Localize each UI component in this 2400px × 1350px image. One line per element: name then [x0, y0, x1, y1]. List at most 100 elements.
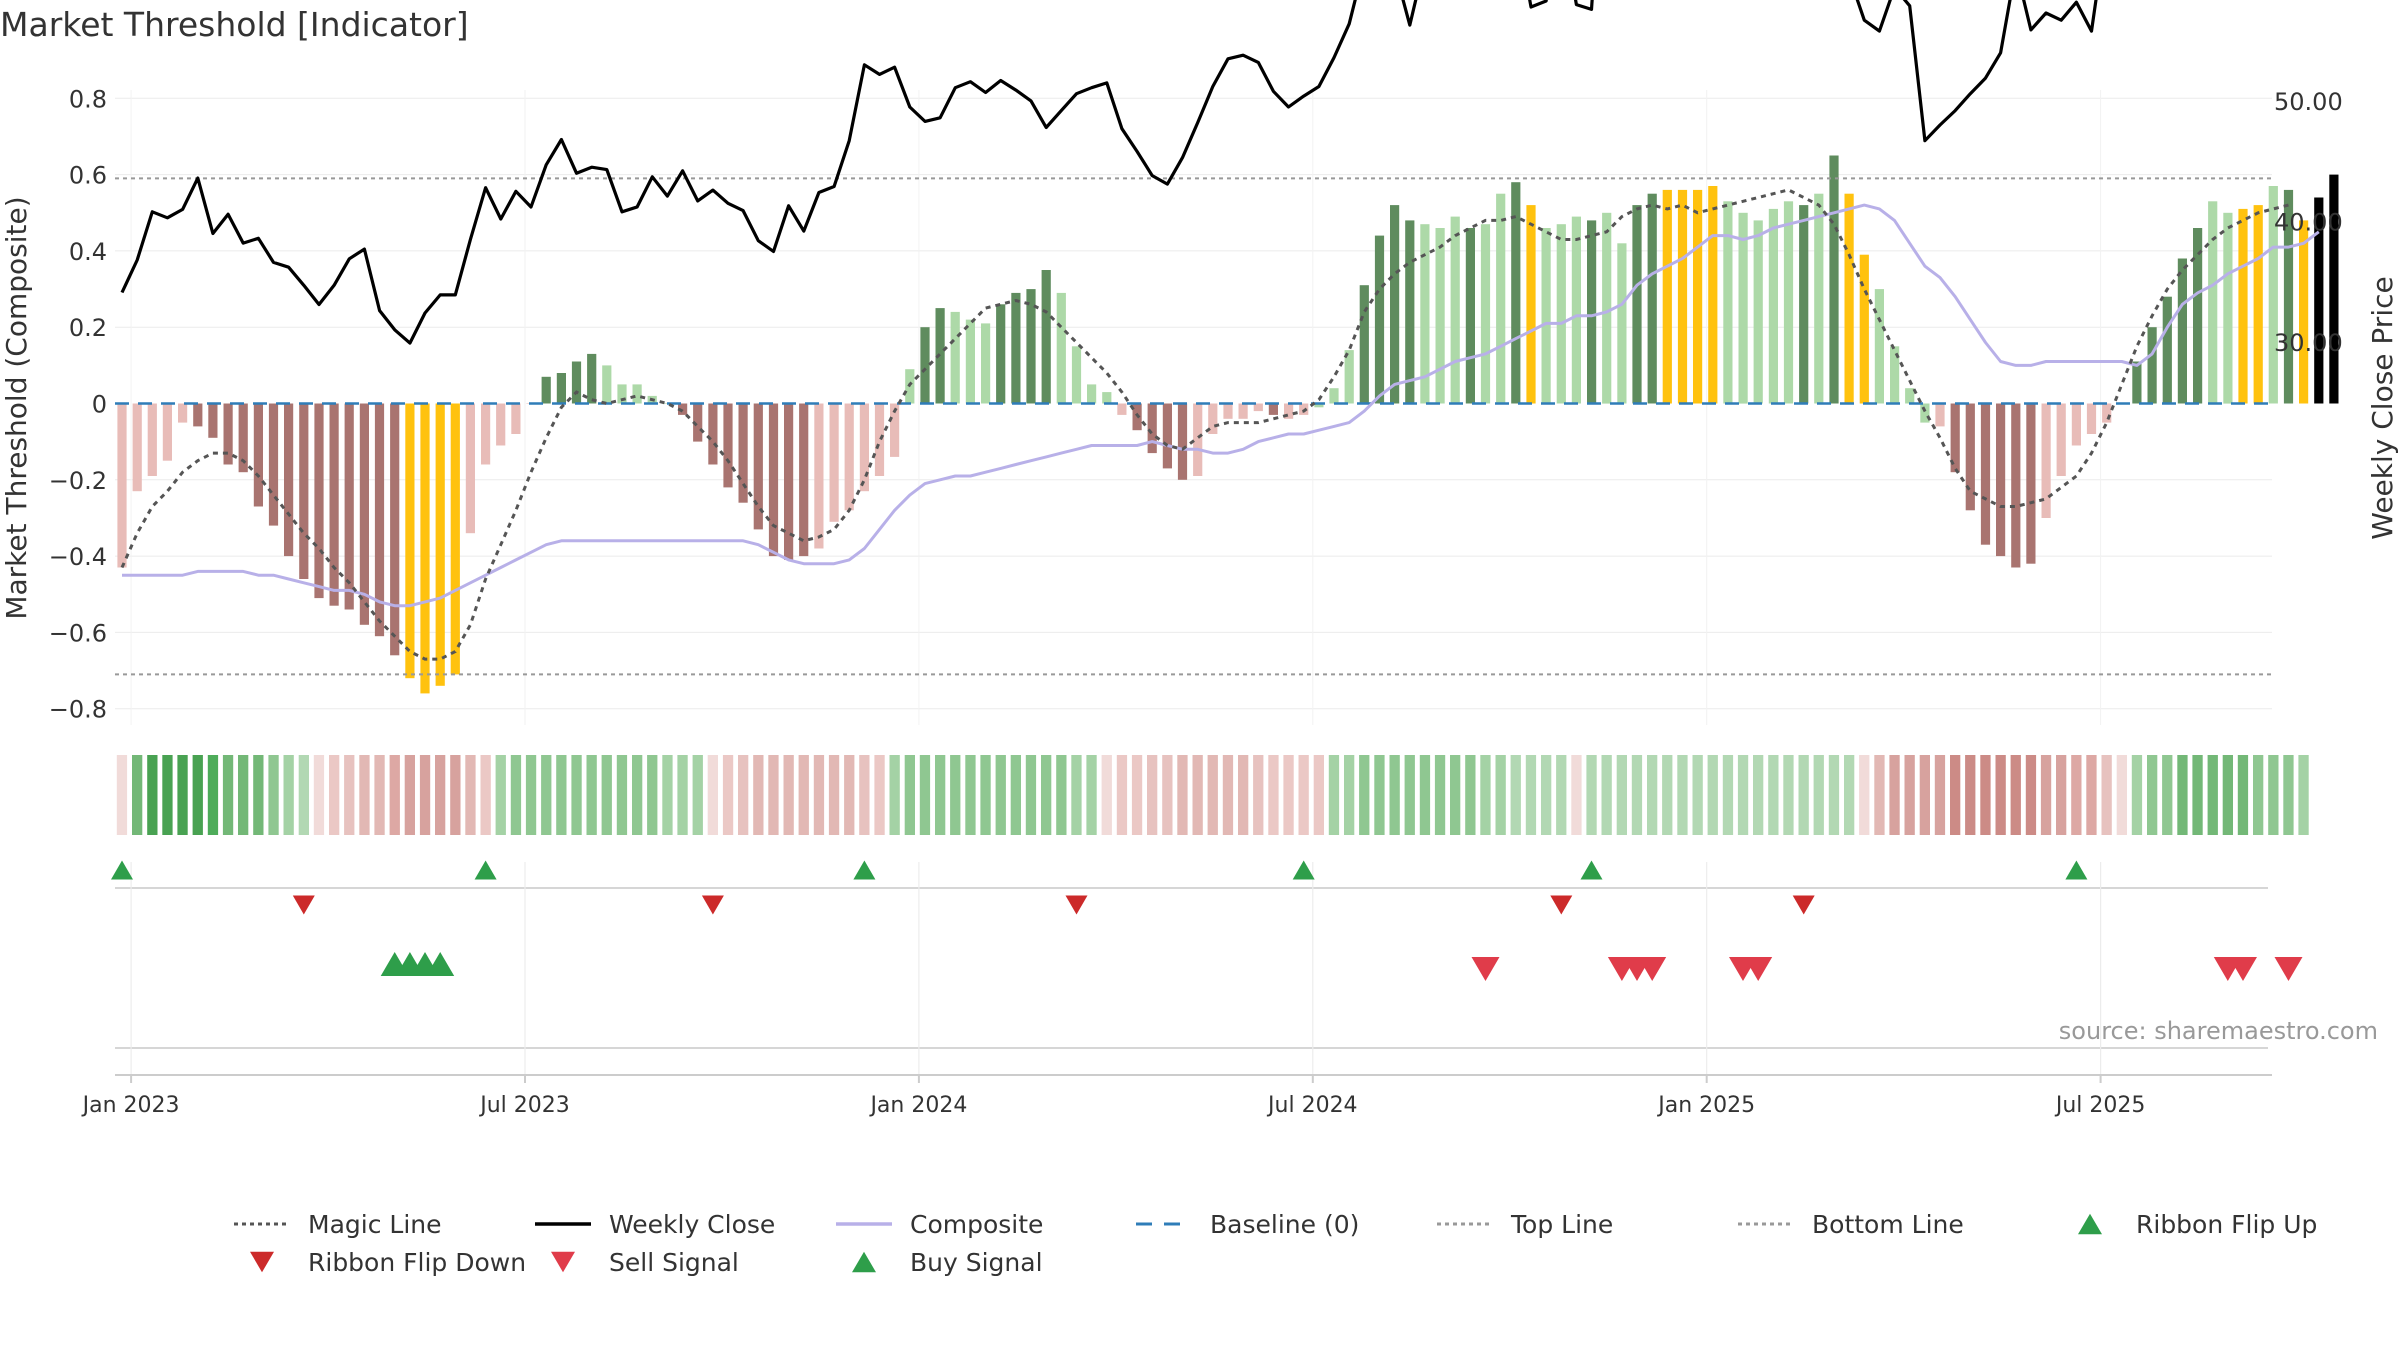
threshold-bar: [1693, 189, 1703, 404]
threshold-bar: [965, 319, 975, 404]
ribbon-segment: [950, 755, 961, 835]
ribbon-segment: [1904, 755, 1915, 835]
y-left-tick-label: −0.2: [49, 467, 107, 495]
ribbon-segment: [1828, 755, 1840, 835]
threshold-bar: [768, 403, 779, 557]
ribbon-segment: [1298, 755, 1309, 835]
threshold-bar: [405, 403, 415, 679]
legend-item: Ribbon Flip Down: [250, 1248, 526, 1277]
ribbon-segment: [1601, 755, 1612, 835]
ribbon-segment: [1889, 755, 1900, 835]
ribbon-segment: [1116, 755, 1128, 835]
threshold-bar: [1087, 384, 1097, 404]
ribbon-segment: [1616, 755, 1627, 835]
ribbon-segment: [798, 755, 809, 835]
threshold-bar: [1390, 205, 1400, 404]
ribbon-segment: [2056, 755, 2067, 835]
ribbon-flip-down-marker: [1550, 895, 1573, 915]
threshold-bar: [1314, 403, 1324, 408]
ribbon-segment: [1737, 755, 1749, 835]
threshold-bar: [1965, 403, 1975, 511]
threshold-bar: [1147, 403, 1157, 454]
threshold-bar: [1647, 193, 1657, 404]
threshold-bar: [556, 373, 566, 404]
legend-label: Baseline (0): [1210, 1210, 1359, 1239]
x-tick-label: Jul 2024: [1266, 1093, 1358, 1118]
ribbon-segment: [1056, 755, 1067, 835]
ribbon-segment: [1677, 755, 1688, 835]
legend-item: Magic Line: [234, 1210, 442, 1239]
ribbon-segment: [2268, 755, 2279, 835]
threshold-bar: [1662, 189, 1672, 404]
ribbon-segment: [162, 755, 173, 835]
ribbon-segment: [283, 755, 294, 835]
ribbon-segment: [616, 755, 628, 835]
ribbon-segment: [1177, 755, 1188, 835]
ribbon-segment: [1389, 755, 1400, 835]
ribbon-segment: [1995, 755, 2006, 835]
ribbon-segment: [601, 755, 612, 835]
legend-item: Top Line: [1437, 1210, 1613, 1239]
threshold-bar: [1329, 388, 1339, 404]
legend-item: Weekly Close: [535, 1210, 775, 1239]
threshold-bar: [1905, 388, 1915, 404]
ribbon-segment: [541, 755, 552, 835]
threshold-bar: [1435, 228, 1445, 404]
legend-item: Bottom Line: [1738, 1210, 1964, 1239]
ribbon-segment: [1510, 755, 1521, 835]
threshold-bar: [117, 403, 127, 568]
threshold-bar: [299, 403, 309, 579]
ribbon-segment: [1571, 755, 1582, 835]
legend-label: Weekly Close: [609, 1210, 775, 1239]
threshold-bar: [193, 403, 203, 427]
threshold-bar: [1935, 403, 1945, 427]
threshold-bar: [799, 403, 809, 557]
threshold-bar: [784, 403, 794, 560]
ribbon-segment: [2147, 755, 2158, 835]
ribbon-segment: [1086, 755, 1097, 835]
ribbon-segment: [783, 755, 794, 835]
ribbon-segment: [738, 755, 749, 835]
ribbon-segment: [1450, 755, 1461, 835]
threshold-bar: [2011, 403, 2021, 568]
threshold-bar: [723, 403, 733, 488]
threshold-bar: [314, 403, 324, 599]
threshold-bar: [329, 403, 339, 606]
ribbon-segment: [556, 755, 567, 835]
ribbon-segment: [192, 755, 203, 835]
ribbon-segment: [1010, 755, 1021, 835]
legend-item: Ribbon Flip Up: [2078, 1210, 2317, 1239]
source-credit: source: sharemaestro.com: [2059, 1017, 2378, 1045]
ribbon-flip-down-marker: [292, 895, 315, 915]
ribbon-segment: [904, 755, 915, 835]
sell-signal-marker: [1744, 957, 1773, 981]
threshold-bar: [2299, 220, 2309, 404]
threshold-bar: [2026, 403, 2036, 564]
composite-line: [122, 203, 2320, 608]
legend-swatch: [2078, 1213, 2102, 1235]
ribbon-segment: [1419, 755, 1431, 835]
ribbon-flip-up-marker: [474, 860, 497, 880]
threshold-bar: [2102, 403, 2112, 423]
threshold-bar: [814, 403, 824, 549]
threshold-bar: [1238, 403, 1248, 419]
threshold-bar: [162, 403, 172, 461]
ribbon-segment: [1874, 755, 1885, 835]
ribbon-segment: [344, 755, 355, 835]
ribbon-segment: [450, 755, 461, 835]
ribbon-segment: [677, 755, 688, 835]
ribbon-segment: [1950, 755, 1961, 835]
threshold-bar: [617, 384, 627, 404]
ribbon-segment: [298, 755, 309, 835]
threshold-bar: [253, 403, 263, 507]
threshold-bar: [1677, 189, 1688, 404]
threshold-bar: [2208, 201, 2218, 404]
legend-label: Ribbon Flip Up: [2136, 1210, 2317, 1239]
threshold-bar: [1738, 212, 1748, 404]
ribbon-segment: [1162, 755, 1173, 835]
threshold-bar: [2056, 403, 2066, 476]
ribbon-segment: [2010, 755, 2021, 835]
threshold-bar: [2086, 403, 2097, 434]
ribbon-segment: [1192, 755, 1203, 835]
x-tick-label: Jan 2024: [868, 1093, 967, 1118]
